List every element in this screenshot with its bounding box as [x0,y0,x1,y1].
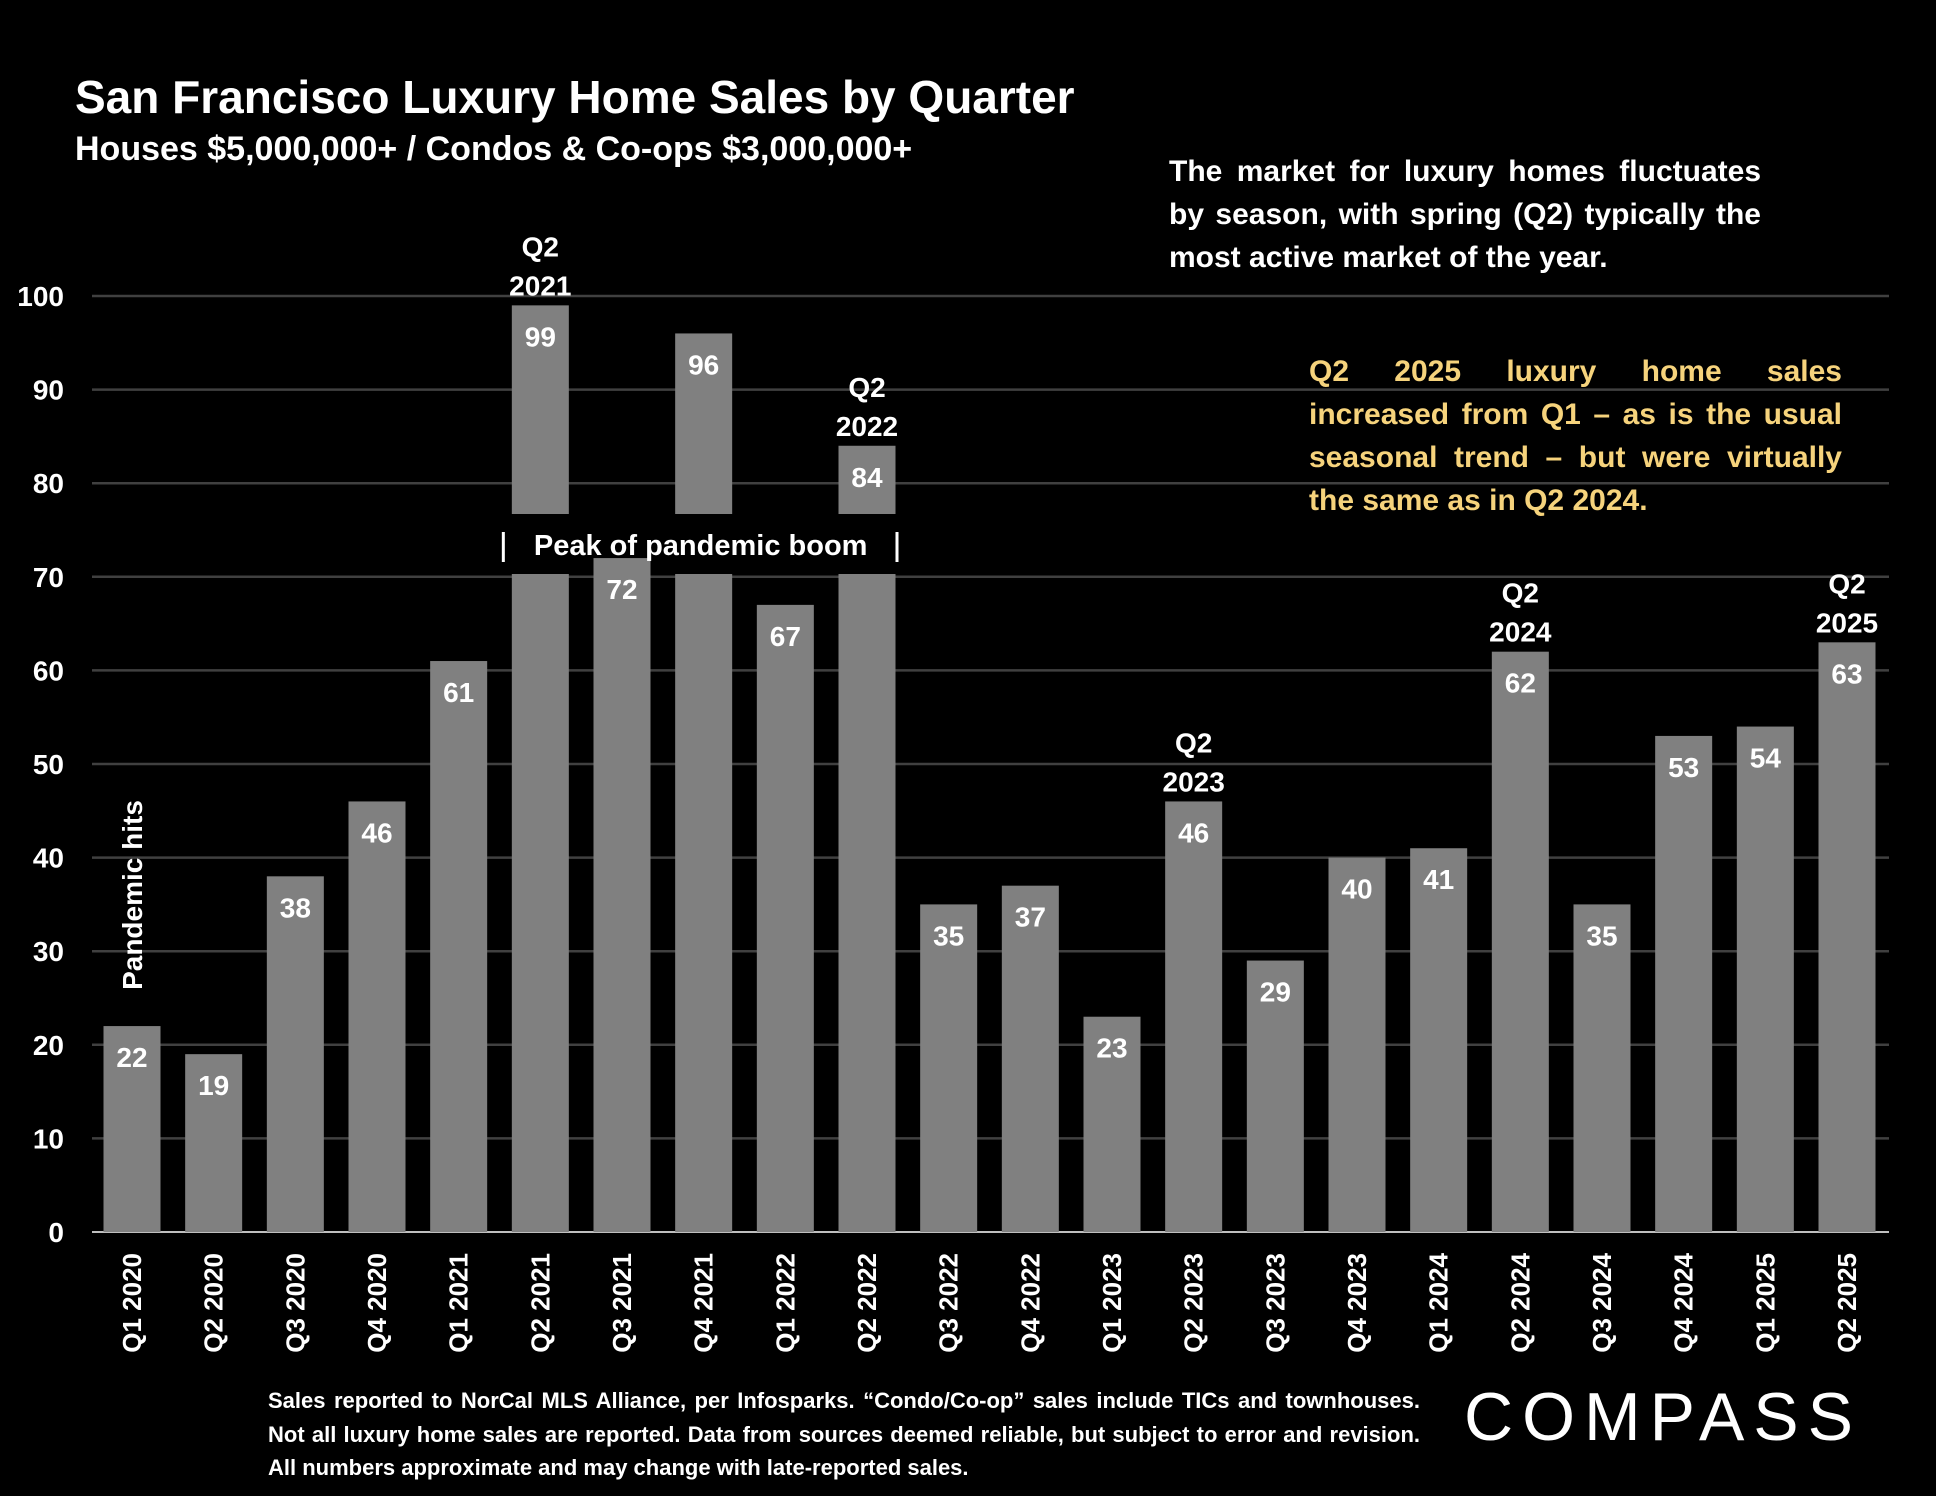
q2-annotation-year: 2025 [1816,607,1878,638]
bar [1165,801,1223,1232]
axis-break-gap [837,514,897,574]
y-tick-label: 20 [33,1030,64,1061]
y-tick-label: 40 [33,843,64,874]
x-tick-label: Q4 2022 [1015,1253,1045,1353]
y-tick-label: 50 [33,749,64,780]
data-label: 40 [1341,874,1372,905]
chart-title: San Francisco Luxury Home Sales by Quart… [75,71,1075,123]
bar [838,445,896,1232]
data-label: 35 [933,920,964,951]
data-label: 41 [1423,864,1454,895]
x-tick-label: Q4 2023 [1342,1253,1372,1353]
x-tick-label: Q1 2023 [1097,1253,1127,1353]
bar [1491,651,1549,1232]
data-label: 63 [1831,658,1862,689]
bar [1736,726,1794,1232]
bar [675,333,733,1232]
bar [1328,857,1386,1232]
x-tick-label: Q1 2022 [770,1253,800,1353]
bar [1573,904,1631,1232]
data-label: 62 [1505,668,1536,699]
x-tick-label: Q2 2022 [852,1253,882,1353]
y-tick-label: 70 [33,562,64,593]
x-tick-label: Q2 2024 [1505,1252,1535,1352]
bar [430,661,488,1232]
chart-subtitle: Houses $5,000,000+ / Condos & Co-ops $3,… [75,130,913,168]
q2-annotation-quarter: Q2 [1828,568,1865,599]
q2-annotation-year: 2021 [509,270,571,301]
y-tick-label: 90 [33,375,64,406]
axis-break-gap [674,514,734,574]
data-label: 96 [688,349,719,380]
x-tick-label: Q2 2023 [1179,1253,1209,1353]
axis-break-label: Peak of pandemic boom [534,530,868,562]
y-tick-label: 100 [17,281,64,312]
x-tick-label: Q3 2024 [1587,1252,1617,1352]
compass-logo: COMPASS [1464,1379,1863,1455]
q2-annotation-year: 2023 [1163,766,1225,797]
data-label: 84 [851,462,883,493]
data-label: 54 [1750,743,1782,774]
data-label: 99 [525,321,556,352]
x-tick-label: Q3 2023 [1260,1253,1290,1353]
y-tick-label: 0 [48,1217,64,1248]
q2-annotation-quarter: Q2 [522,231,559,262]
x-tick-label: Q1 2025 [1750,1253,1780,1353]
data-label: 72 [606,574,637,605]
data-label: 19 [198,1070,229,1101]
x-tick-label: Q3 2022 [934,1253,964,1353]
q2-annotation-quarter: Q2 [848,372,885,403]
y-tick-label: 60 [33,655,64,686]
bar [756,604,814,1232]
data-label: 53 [1668,752,1699,783]
y-tick-label: 10 [33,1123,64,1154]
data-label: 46 [361,817,392,848]
x-tick-label: Q3 2020 [280,1253,310,1353]
x-tick-label: Q1 2024 [1424,1252,1454,1352]
x-tick-label: Q2 2021 [525,1253,555,1353]
x-tick-label: Q1 2021 [444,1253,474,1353]
axis-break-gap [510,514,570,574]
bar [1246,960,1304,1232]
data-label: 22 [116,1042,147,1073]
data-label: 29 [1260,977,1291,1008]
bar [511,305,569,1232]
bar [1083,1016,1141,1232]
x-tick-label: Q3 2021 [607,1253,637,1353]
q2-annotation-year: 2022 [836,411,898,442]
bar [1410,848,1468,1232]
q2-annotation-year: 2024 [1489,617,1552,648]
bar [1655,735,1713,1232]
bar [266,876,324,1232]
bar [103,1026,161,1232]
data-label: 67 [770,621,801,652]
q2-annotation-quarter: Q2 [1502,578,1539,609]
x-tick-label: Q2 2020 [199,1253,229,1353]
data-label: 38 [280,892,311,923]
x-tick-label: Q2 2025 [1832,1253,1862,1353]
data-label: 35 [1586,920,1617,951]
bar [185,1054,243,1232]
y-tick-label: 80 [33,468,64,499]
bar [593,558,651,1232]
data-label: 61 [443,677,474,708]
x-tick-label: Q4 2020 [362,1253,392,1353]
q2-annotation-quarter: Q2 [1175,727,1212,758]
bar [348,801,406,1232]
x-tick-label: Q4 2024 [1669,1252,1699,1352]
seasonal-note: The market for luxury homes fluctuates b… [1169,155,1761,274]
bar [920,904,978,1232]
bar [1001,885,1059,1232]
bar [1818,642,1876,1232]
data-label: 37 [1015,902,1046,933]
x-tick-label: Q1 2020 [117,1253,147,1353]
highlight-note: Q2 2025 luxury home sales increased from… [1309,355,1842,517]
x-tick-label: Q4 2021 [689,1253,719,1353]
y-tick-label: 30 [33,936,64,967]
pandemic-annotation: Pandemic hits [117,800,148,990]
source-footnote: Sales reported to NorCal MLS Alliance, p… [268,1388,1420,1480]
data-label: 23 [1096,1033,1127,1064]
data-label: 46 [1178,817,1209,848]
